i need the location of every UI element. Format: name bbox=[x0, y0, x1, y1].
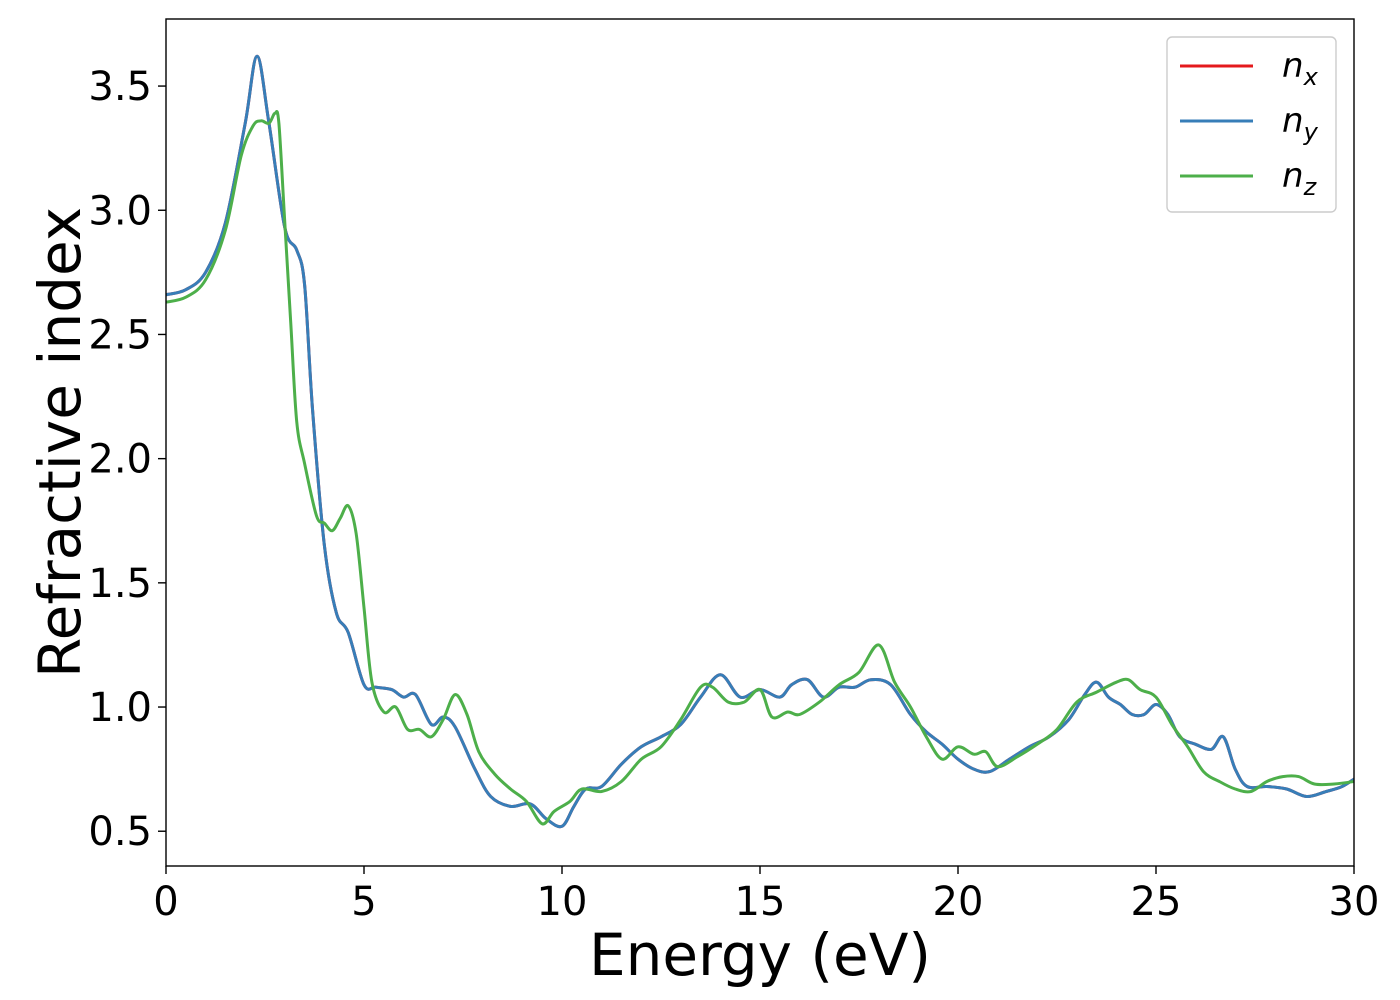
legend: nx ny nz bbox=[1166, 36, 1337, 213]
x-axis-title: Energy (eV) bbox=[589, 921, 931, 989]
series-line-n-z bbox=[166, 110, 1354, 826]
x-tick-label: 30 bbox=[1329, 879, 1380, 925]
y-tick-label: 3.0 bbox=[88, 188, 152, 234]
y-tick-label: 2.5 bbox=[88, 312, 152, 358]
x-tick-label: 0 bbox=[153, 879, 178, 925]
legend-label-y: ny bbox=[1282, 101, 1319, 146]
x-tick-label: 25 bbox=[1131, 879, 1182, 925]
y-tick-label: 1.5 bbox=[88, 561, 152, 607]
x-tick-label: 10 bbox=[537, 879, 588, 925]
y-tick-label: 0.5 bbox=[88, 809, 152, 855]
y-tick-label: 2.0 bbox=[88, 437, 152, 483]
series-line-n-y bbox=[166, 54, 1354, 829]
x-tick-label: 20 bbox=[933, 879, 984, 925]
y-tick-label: 1.0 bbox=[88, 685, 152, 731]
legend-label-z: nz bbox=[1282, 156, 1318, 201]
x-axis-ticks: 0 5 10 15 20 25 30 bbox=[153, 866, 1379, 925]
legend-label-x: nx bbox=[1282, 46, 1319, 91]
y-tick-label: 3.5 bbox=[88, 64, 152, 110]
legend-box bbox=[1166, 36, 1337, 213]
x-tick-label: 15 bbox=[735, 879, 786, 925]
y-axis-ticks: 0.5 1.0 1.5 2.0 2.5 3.0 3.5 bbox=[88, 64, 166, 855]
series-layer bbox=[166, 54, 1354, 829]
x-tick-label: 5 bbox=[351, 879, 376, 925]
y-axis-title: Refractive index bbox=[26, 207, 94, 678]
